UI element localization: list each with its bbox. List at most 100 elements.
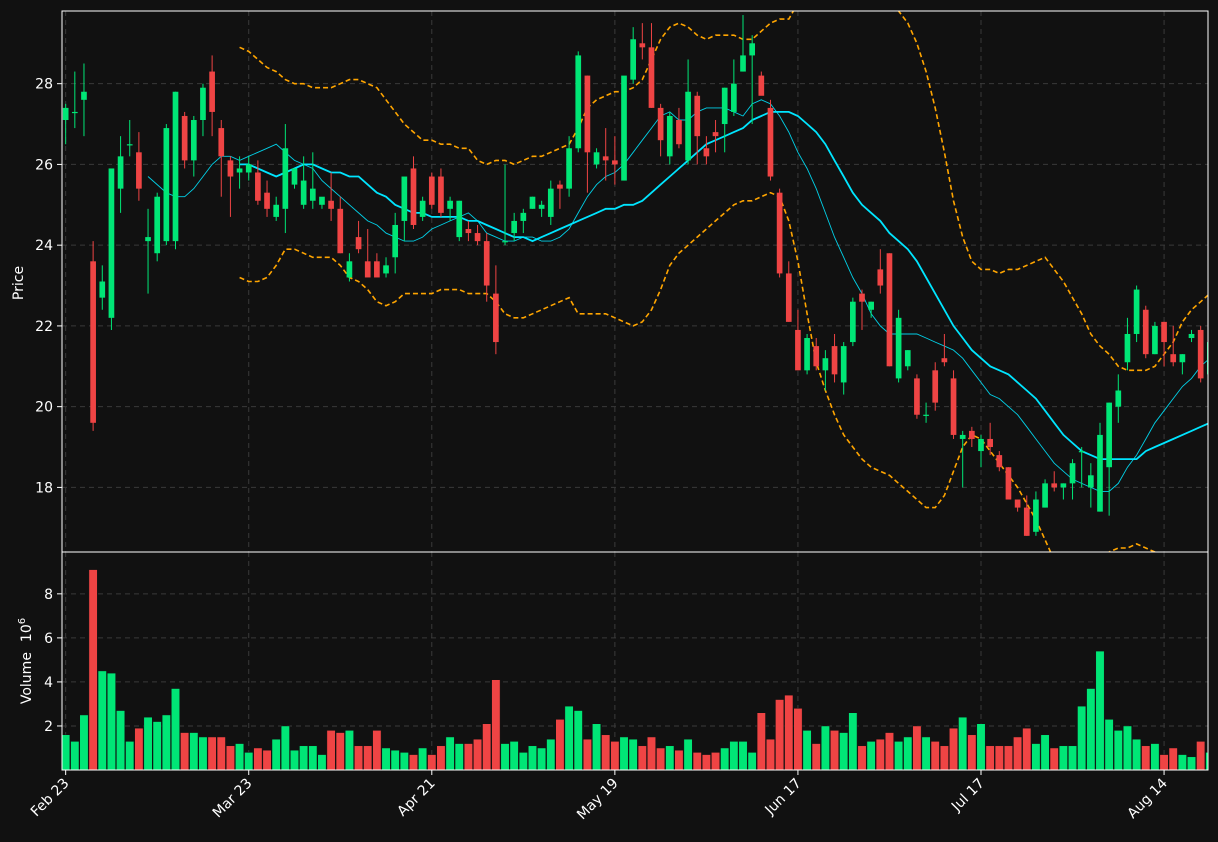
candle-body <box>648 47 655 108</box>
volume-bar <box>784 694 794 770</box>
volume-bar <box>1068 745 1077 770</box>
volume-bar <box>967 734 977 770</box>
volume-bar <box>244 752 254 770</box>
candle-body <box>877 269 884 286</box>
volume-bar <box>912 725 922 770</box>
volume-bar <box>592 723 602 770</box>
volume-bar <box>930 741 940 770</box>
volume-bar <box>582 738 592 770</box>
candle-body <box>859 293 865 302</box>
candle-body <box>1060 483 1067 488</box>
candle-body <box>1033 499 1039 532</box>
volume-bar <box>344 730 354 770</box>
candle-body <box>529 196 536 209</box>
volume-bar <box>1141 745 1151 770</box>
volume-bar <box>1104 719 1114 770</box>
price-plot-area <box>62 11 1208 552</box>
candle-body <box>703 148 710 157</box>
candle-body <box>987 438 993 448</box>
candle-body <box>831 346 838 375</box>
volume-bar <box>509 741 519 770</box>
candle-body <box>932 370 939 403</box>
candle-body <box>1142 309 1149 355</box>
candle-body <box>1188 333 1195 339</box>
volume-bar <box>1196 741 1206 770</box>
volume-bar <box>180 732 190 770</box>
candle-body <box>1087 475 1094 488</box>
lower-band-line <box>239 191 1157 552</box>
volume-grid <box>62 552 1208 770</box>
candle-body <box>355 237 362 250</box>
candle-body <box>657 107 664 141</box>
volume-bar <box>189 732 199 770</box>
volume-bar <box>939 745 949 770</box>
volume-tick-label: 2 <box>44 719 53 735</box>
candle-body <box>236 168 243 173</box>
volume-bar <box>97 670 107 770</box>
price-tick-label: 18 <box>35 480 53 496</box>
volume-bar <box>116 710 126 770</box>
volume-bar <box>656 747 666 770</box>
volume-bar <box>1095 650 1105 770</box>
candle-body <box>392 224 399 258</box>
candle-body <box>904 350 911 367</box>
candle-body <box>227 160 234 177</box>
volume-bar <box>720 747 730 770</box>
candle-body <box>996 455 1003 468</box>
candle-body <box>813 346 820 367</box>
candle-body <box>822 358 829 371</box>
candle-body <box>273 204 280 217</box>
volume-bar <box>152 721 162 770</box>
candle-body <box>209 71 215 112</box>
candle-body <box>1005 467 1012 500</box>
volume-bar <box>894 741 904 770</box>
volume-bar <box>610 741 620 770</box>
volume-bar <box>1132 738 1142 770</box>
candle-body <box>483 241 490 286</box>
volume-bar <box>445 736 455 770</box>
volume-bar <box>1022 727 1032 770</box>
candle-body <box>181 115 188 161</box>
volume-bar <box>875 738 885 770</box>
candle-body <box>731 83 737 112</box>
candle-body <box>1133 289 1140 334</box>
volume-bar <box>793 708 803 770</box>
volume-bar <box>399 752 409 770</box>
candle-body <box>200 87 206 121</box>
volume-bar <box>1113 730 1123 770</box>
volume-bar <box>830 730 840 770</box>
volume-bar <box>903 736 913 770</box>
volume-bar <box>738 741 748 770</box>
candle-body <box>1069 463 1076 484</box>
volume-bar <box>1003 745 1013 770</box>
volume-bar <box>280 725 290 770</box>
volume-bar <box>473 738 483 770</box>
candle-body <box>1206 342 1208 375</box>
volume-bar <box>775 699 785 770</box>
candle-body <box>502 241 508 243</box>
volume-bar <box>1159 754 1169 770</box>
volume-tick-label: 8 <box>44 587 53 603</box>
candle-body <box>309 188 316 201</box>
volume-bar <box>134 727 144 770</box>
volume-bar <box>848 712 858 770</box>
candle-body <box>923 414 929 416</box>
candle-body <box>62 107 69 121</box>
candle-body <box>1152 325 1158 355</box>
candle-body <box>291 168 298 185</box>
volume-bar <box>1150 743 1160 770</box>
price-axis-title: Price <box>11 266 27 300</box>
candle-body <box>428 176 435 205</box>
volume-bar <box>701 754 711 770</box>
candle-body <box>136 152 142 189</box>
candle-body <box>840 346 847 383</box>
volume-axis-label: Volume <box>19 652 35 704</box>
candle-body <box>712 132 719 137</box>
volume-bar <box>921 736 931 770</box>
volume-bar <box>756 712 766 770</box>
candle-body <box>1197 329 1204 379</box>
candle-body <box>868 301 874 310</box>
candle-body <box>319 196 325 205</box>
volume-bar <box>436 745 446 770</box>
volume-bar <box>381 747 391 770</box>
